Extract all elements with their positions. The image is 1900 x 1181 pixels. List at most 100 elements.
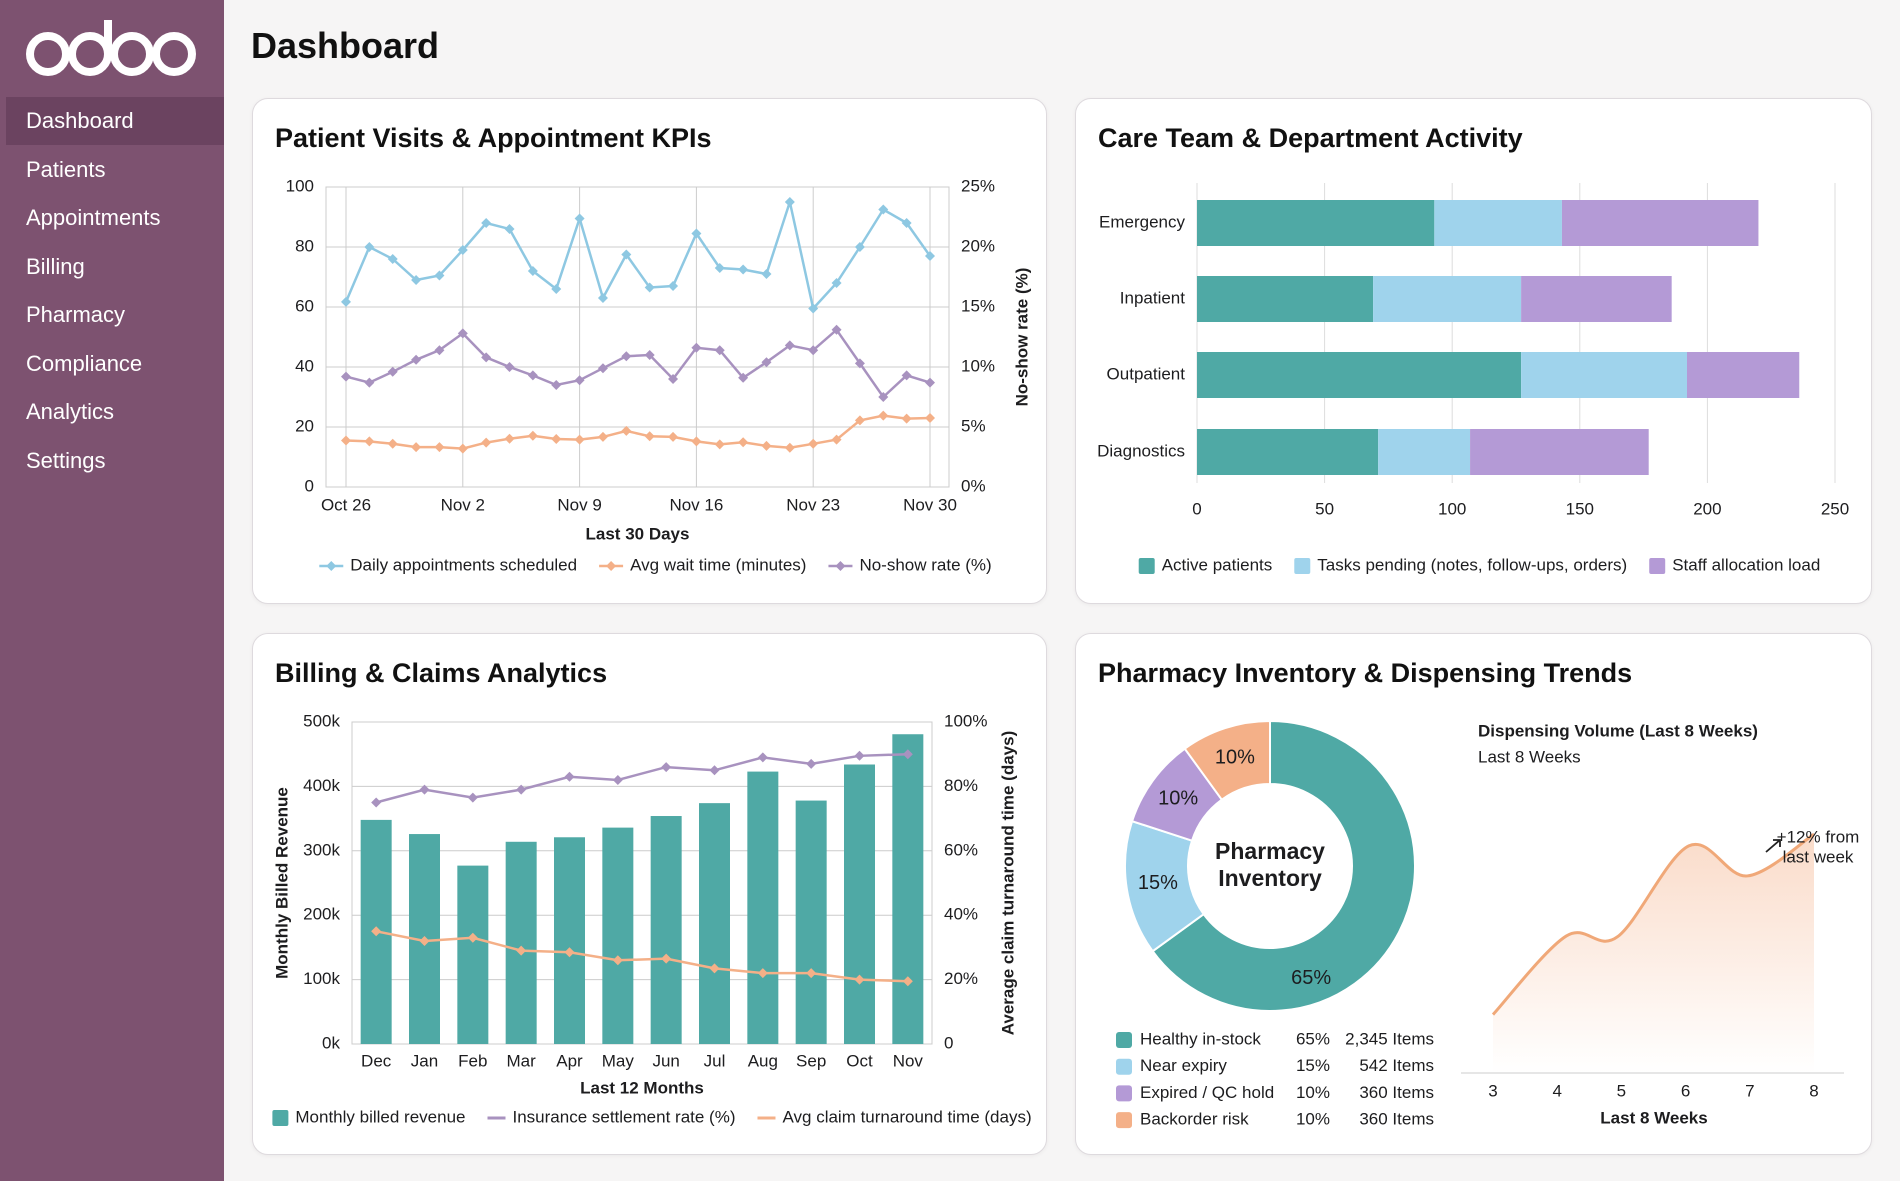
bar-segment (1197, 276, 1374, 322)
data-point (574, 213, 585, 224)
y-tick-label: 60 (295, 296, 314, 315)
revenue-bar (795, 800, 827, 1044)
x-tick-label: Nov 16 (669, 495, 723, 514)
sidebar-item-patients[interactable]: Patients (26, 156, 106, 182)
data-point (878, 392, 889, 402)
slice-label: 65% (1291, 967, 1331, 989)
y-tick-label: 0 (305, 476, 314, 495)
sidebar-item-billing[interactable]: Billing (26, 253, 85, 279)
odoo-logo[interactable] (26, 16, 198, 78)
data-point (644, 431, 655, 442)
data-point (878, 410, 889, 421)
category-label: Emergency (1099, 212, 1185, 231)
series-line-0 (344, 197, 932, 312)
y-tick-label: 300k (303, 840, 340, 859)
sidebar-item-dashboard[interactable]: Dashboard (6, 97, 224, 145)
plot-frame (325, 186, 950, 488)
billing-chart: 0k 0 100k 20% 200k 40% 300k 60% 400k 80% 500k 100% D… (272, 711, 1032, 1126)
y2-tick-label: 15% (961, 296, 995, 315)
sidebar-item-compliance[interactable]: Compliance (26, 350, 143, 376)
x-axis-label: Last 30 Days (586, 524, 690, 543)
data-point (621, 351, 632, 362)
data-point (481, 352, 492, 363)
card-title: Care Team & Department Activity (1098, 123, 1523, 153)
sidebar-item-settings[interactable]: Settings (26, 447, 106, 473)
bar-segment (1197, 352, 1522, 398)
donut-center-label: Inventory (1218, 865, 1322, 891)
y2-tick-label: 20% (961, 236, 995, 255)
card-title: Billing & Claims Analytics (275, 658, 608, 688)
x-tick-label: Dec (361, 1051, 392, 1070)
data-point (551, 434, 562, 444)
legend-label: Expired / QC hold (1140, 1083, 1274, 1102)
data-point (761, 440, 772, 451)
data-point (516, 945, 527, 956)
donut-slice (1151, 719, 1416, 1012)
data-point (467, 792, 478, 803)
data-point (504, 224, 515, 234)
data-point (714, 439, 725, 450)
x-tick-label: 100 (1438, 499, 1466, 518)
data-point (901, 370, 912, 381)
x-tick-label: Nov 2 (441, 495, 485, 514)
legend-pct: 10% (1296, 1083, 1330, 1102)
data-point (901, 413, 912, 424)
data-point (738, 372, 749, 383)
area-fill (1493, 834, 1814, 1073)
bar-segment (1434, 200, 1562, 246)
revenue-bar (747, 771, 779, 1044)
x-tick-label: Sep (796, 1051, 826, 1070)
patient-visits-card: Patient Visits & Appointment KPIs 0 0% 20 5… (252, 98, 1047, 604)
area-chart-title: Dispensing Volume (Last 8 Weeks) (1478, 721, 1758, 740)
data-point (668, 281, 679, 291)
data-point (757, 968, 768, 979)
legend-items: 360 Items (1359, 1083, 1434, 1102)
data-point (854, 358, 865, 369)
y2-tick-label: 40% (944, 905, 978, 924)
sidebar-item-pharmacy[interactable]: Pharmacy (26, 302, 126, 327)
data-point (612, 774, 623, 785)
sidebar-item-analytics[interactable]: Analytics (26, 399, 115, 424)
data-point (419, 935, 430, 946)
data-point (738, 437, 749, 448)
legend-item: Monthly billed revenue (272, 1107, 466, 1126)
data-point (597, 363, 608, 374)
y-tick-label: 200k (303, 905, 340, 924)
data-point (808, 438, 819, 449)
billing-card: Billing & Claims Analytics 0k 0 100k 20% 200… (252, 633, 1047, 1155)
slice-label: 10% (1215, 746, 1255, 768)
data-point (504, 362, 515, 372)
y2-tick-label: 100% (944, 711, 987, 730)
data-point (709, 963, 720, 974)
x-tick-label: Jul (704, 1051, 726, 1070)
data-point (854, 415, 865, 426)
area-chart-subtitle: Last 8 Weeks (1478, 747, 1581, 766)
data-point (621, 249, 632, 260)
data-point (831, 278, 842, 288)
annotation-label: last week (1783, 847, 1854, 866)
y-axis-label: Monthly Billed Revenue (272, 787, 291, 979)
bar-segment (1197, 429, 1379, 475)
category-label: Outpatient (1107, 364, 1186, 383)
data-point (597, 431, 608, 442)
donut-center-label: Pharmacy (1215, 838, 1325, 864)
data-point (434, 442, 445, 453)
sidebar-item-appointments[interactable]: Appointments (26, 205, 161, 230)
category-label: Inpatient (1120, 288, 1185, 307)
card-title: Patient Visits & Appointment KPIs (275, 123, 712, 153)
data-point (714, 263, 725, 273)
data-point (504, 433, 515, 444)
data-point (901, 218, 912, 228)
data-point (411, 442, 422, 453)
bar-segment (1373, 276, 1522, 322)
x-tick-label: Apr (556, 1051, 583, 1070)
data-point (481, 218, 492, 228)
slice-label: 15% (1138, 872, 1178, 894)
series-line-2 (375, 930, 908, 983)
legend-marker (326, 561, 337, 571)
revenue-bar (844, 764, 875, 1044)
data-point (784, 442, 795, 453)
data-point (364, 436, 375, 447)
data-point (784, 340, 795, 351)
legend-label: No-show rate (%) (859, 555, 991, 574)
